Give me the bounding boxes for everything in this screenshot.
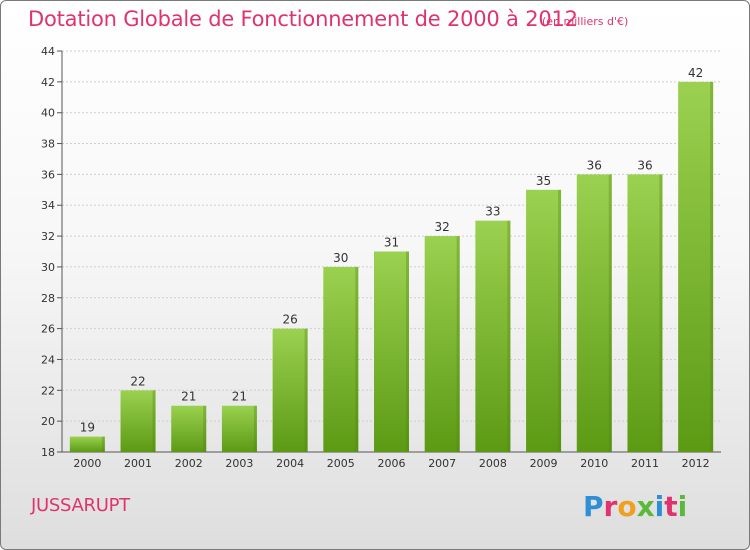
y-tick-label: 34 xyxy=(41,199,55,212)
chart-subtitle: (en milliers d'€) xyxy=(542,15,629,28)
y-tick-label: 44 xyxy=(41,45,55,58)
chart-title: Dotation Globale de Fonctionnement de 20… xyxy=(28,7,578,31)
x-tick-label: 2005 xyxy=(327,457,355,470)
bar-shade xyxy=(456,236,460,452)
data-label: 22 xyxy=(130,374,145,388)
bar xyxy=(576,174,612,452)
bar xyxy=(323,266,359,452)
commune-name: JUSSARUPT xyxy=(31,495,130,516)
data-label: 32 xyxy=(435,220,450,234)
x-tick-label: 2004 xyxy=(276,457,304,470)
data-label: 31 xyxy=(384,236,399,250)
bar-shade xyxy=(406,251,409,452)
y-tick-label: 32 xyxy=(41,230,55,243)
bar-shade xyxy=(203,405,207,452)
x-tick-label: 2011 xyxy=(631,457,659,470)
x-tick-label: 2009 xyxy=(530,457,558,470)
bar-shade xyxy=(253,405,257,452)
bar-shade xyxy=(101,436,105,452)
y-tick-label: 42 xyxy=(41,76,55,89)
bar xyxy=(526,189,562,453)
y-tick-label: 30 xyxy=(41,261,55,274)
y-tick-label: 38 xyxy=(41,138,55,151)
y-tick-label: 40 xyxy=(41,107,55,120)
y-tick-label: 36 xyxy=(41,168,55,181)
bar xyxy=(120,390,156,452)
proxiti-logo: Proxiti xyxy=(583,490,687,523)
logo-letter: i xyxy=(677,490,688,523)
data-label: 21 xyxy=(181,390,196,404)
bar xyxy=(678,81,714,452)
bar xyxy=(374,251,409,452)
bar xyxy=(171,405,207,452)
y-tick-label: 18 xyxy=(41,446,55,459)
data-label: 26 xyxy=(282,313,297,327)
x-tick-label: 2012 xyxy=(682,457,710,470)
x-tick-label: 2001 xyxy=(124,457,152,470)
bar-shade xyxy=(152,390,156,452)
data-label: 36 xyxy=(637,158,652,172)
bar-shade xyxy=(608,174,612,452)
x-tick-label: 2002 xyxy=(175,457,203,470)
bar-shade xyxy=(558,189,562,453)
x-tick-label: 2008 xyxy=(479,457,507,470)
data-label: 35 xyxy=(536,174,551,188)
x-tick-label: 2006 xyxy=(378,457,406,470)
logo-letter: o xyxy=(617,490,637,523)
logo-letter: x xyxy=(636,490,655,523)
bar-shade xyxy=(507,220,511,452)
y-tick-label: 20 xyxy=(41,415,55,428)
data-label: 33 xyxy=(485,205,500,219)
bar xyxy=(221,405,257,452)
bar xyxy=(627,174,663,452)
bar xyxy=(69,436,105,452)
bar-shade xyxy=(659,174,663,452)
logo-letter: t xyxy=(664,490,678,523)
logo-letter: r xyxy=(603,490,618,523)
data-label: 36 xyxy=(587,158,602,172)
x-tick-label: 2000 xyxy=(73,457,101,470)
data-label: 19 xyxy=(80,421,95,435)
x-tick-label: 2007 xyxy=(428,457,456,470)
y-tick-label: 24 xyxy=(41,353,55,366)
bar xyxy=(424,236,460,452)
data-label: 30 xyxy=(333,251,348,265)
y-tick-label: 22 xyxy=(41,384,55,397)
x-tick-label: 2003 xyxy=(225,457,253,470)
bar-shade xyxy=(710,81,714,452)
x-tick-label: 2010 xyxy=(580,457,608,470)
logo-letter: i xyxy=(654,490,665,523)
data-label: 21 xyxy=(232,390,247,404)
logo-letter: P xyxy=(583,490,604,523)
y-tick-label: 26 xyxy=(41,323,55,336)
bar xyxy=(475,220,511,452)
bar xyxy=(272,328,308,452)
y-tick-label: 28 xyxy=(41,292,55,305)
data-label: 42 xyxy=(688,66,703,80)
bar-shade xyxy=(304,328,308,452)
bar-shade xyxy=(355,266,359,452)
